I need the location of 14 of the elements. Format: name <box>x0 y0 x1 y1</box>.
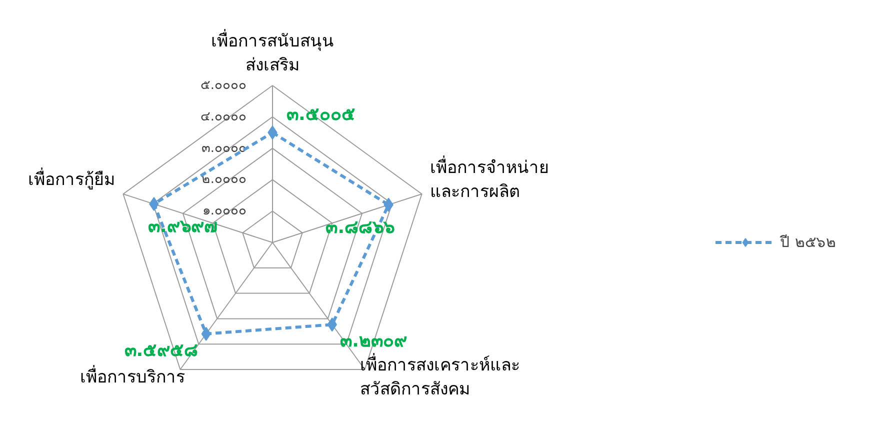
spoke-label: เพื่อการสนับสนุน ส่งเสริม <box>211 28 334 76</box>
data-label: ๓.๕๙๕๘ <box>124 340 198 361</box>
data-label: ๓.๕๐๐๕ <box>286 104 356 126</box>
data-label: ๓.๒๓๐๙ <box>340 330 407 352</box>
legend-label: ปี ๒๕๖๒ <box>780 232 836 253</box>
spoke-label: เพื่อการบริการ <box>80 364 186 388</box>
spoke-label: เพื่อการจำหน่าย และการผลิต <box>430 154 549 202</box>
y-tick-label: ๒.๐๐๐๐ <box>201 172 247 188</box>
data-label: ๓.๘๘๖๖ <box>326 216 395 238</box>
y-tick-label: ๕.๐๐๐๐ <box>200 78 247 93</box>
y-tick-label: ๔.๐๐๐๐ <box>200 109 247 124</box>
y-tick-label: ๓.๐๐๐๐ <box>201 140 247 156</box>
spoke-label: เพื่อการสงเคราะห์และ สวัสดิการสังคม <box>360 352 520 400</box>
spoke-label: เพื่อการกู้ยืม <box>28 166 116 190</box>
